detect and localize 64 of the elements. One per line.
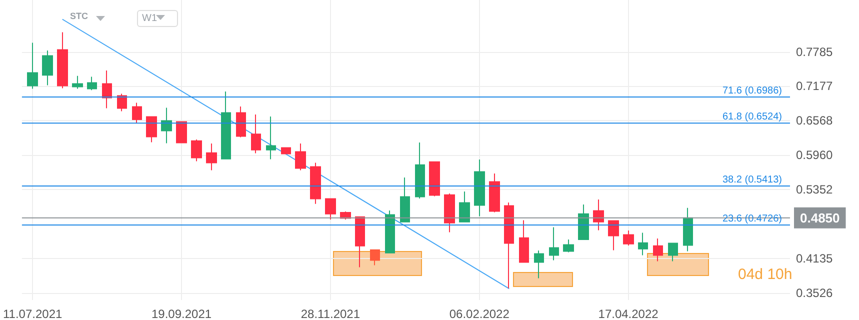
- candlestick: [608, 220, 619, 251]
- candlestick: [191, 139, 202, 162]
- candlestick: [251, 114, 261, 154]
- ref-line-label: 23.6 (0.4726): [722, 213, 782, 224]
- y-tick-label: 0.3526: [796, 286, 834, 300]
- candlestick: [474, 159, 485, 217]
- candlestick: [623, 230, 634, 246]
- candlestick: [519, 220, 529, 263]
- y-tick-label: 0.7177: [796, 79, 834, 94]
- y-tick-label: 0.5960: [796, 148, 834, 162]
- candlestick: [221, 91, 231, 160]
- candlestick: [102, 70, 112, 109]
- candlestick: [549, 226, 559, 261]
- y-tick-label: 0.4135: [796, 251, 834, 266]
- candlestick: [534, 250, 544, 279]
- candlestick: [444, 193, 455, 233]
- x-tick-label: 19.09.2021: [151, 307, 212, 320]
- candlestick: [295, 142, 306, 171]
- y-tick-label: 0.7785: [796, 44, 834, 59]
- x-tick-label: 11.07.2021: [3, 307, 62, 320]
- candlestick: [57, 32, 68, 89]
- candlestick: [415, 142, 425, 200]
- candlestick: [653, 238, 663, 262]
- candlestick: [400, 177, 410, 222]
- annotation: STC: [70, 11, 88, 21]
- candlestick: [563, 239, 574, 253]
- candlestick: [578, 204, 589, 240]
- candlestick: [206, 142, 217, 171]
- ref-line-label: 38.2 (0.5413): [722, 174, 782, 186]
- candlestick: [132, 102, 142, 124]
- candlestick: [72, 75, 83, 90]
- annotation: 04d 10h: [738, 266, 792, 283]
- candlestick: [266, 116, 276, 160]
- candlestick: [176, 121, 187, 144]
- candlestick: [504, 202, 514, 289]
- candlestick: [161, 107, 172, 144]
- candlestick: [593, 199, 604, 231]
- x-tick-label: 06.02.2022: [449, 307, 510, 320]
- candlestick: [42, 50, 53, 86]
- y-tick-label: 0.6568: [796, 114, 834, 128]
- y-tick-label: 0.5352: [796, 182, 834, 197]
- x-tick-label: 17.04.2022: [598, 307, 659, 320]
- candlestick: [370, 249, 380, 266]
- candlestick: [146, 116, 157, 143]
- candlestick: [236, 106, 246, 138]
- candlestick: [385, 210, 395, 254]
- candlestick: [27, 42, 38, 90]
- candlestick: [668, 242, 678, 262]
- candlestick: [638, 232, 648, 256]
- candlestick: [355, 216, 365, 268]
- candlestick: [117, 93, 127, 112]
- annotation: W1: [137, 10, 178, 27]
- candlestick: [429, 161, 440, 197]
- candlestick: [459, 190, 470, 222]
- candlestick: [281, 147, 291, 154]
- ref-line-label: 0.4850: [800, 210, 840, 226]
- candlestick: [325, 198, 336, 220]
- ref-line-label: 61.8 (0.6524): [722, 112, 782, 123]
- ref-line-label: 71.6 (0.6986): [722, 86, 782, 97]
- candlestick: [683, 207, 693, 252]
- candlestick: [489, 172, 500, 213]
- candlestick: [310, 162, 321, 204]
- x-tick-label: 28.11.2021: [300, 307, 360, 320]
- candlestick: [87, 76, 97, 91]
